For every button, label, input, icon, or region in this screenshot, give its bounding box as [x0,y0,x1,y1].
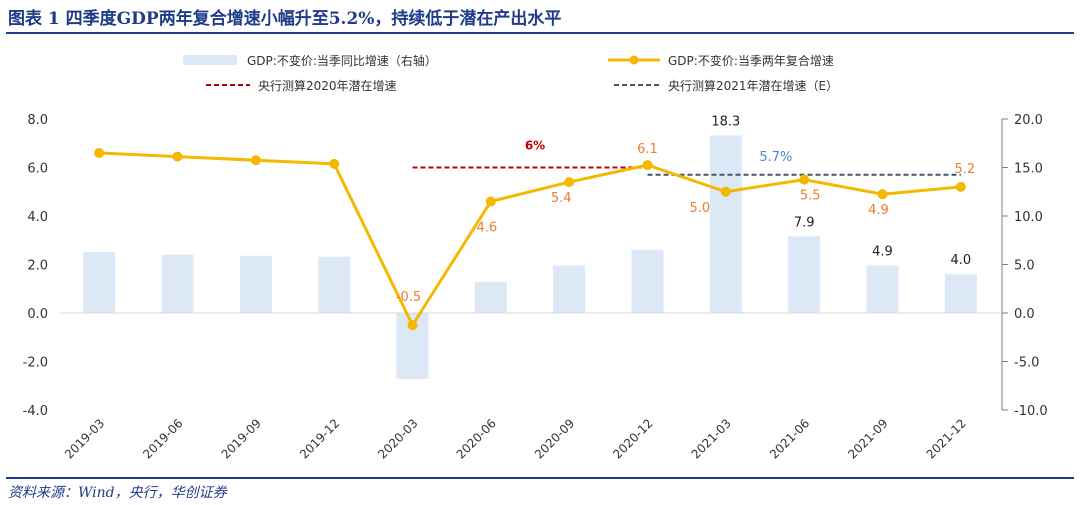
line-point [564,177,575,188]
left-axis-tick-label: 2.0 [27,259,48,274]
bar-data-label: 4.0 [950,253,971,268]
category-label: 2019-03 [62,416,107,461]
category-label: 2021-09 [845,416,890,461]
category-label: 2020-03 [375,416,420,461]
line-point [407,320,418,331]
right-axis-tick-label: 0.0 [1014,307,1035,322]
category-label: 2020-06 [454,416,499,461]
line-data-label: 5.2 [954,162,975,177]
right-axis-tick-label: -5.0 [1014,356,1039,371]
right-axis-tick-label: 15.0 [1014,162,1043,177]
category-label: 2021-12 [924,416,969,461]
line-data-label: 4.6 [476,220,497,235]
line-data-label: 5.5 [800,189,821,204]
legend-line-label: GDP:不变价:当季两年复合增速 [668,53,834,68]
title-bar: 图表 1 四季度GDP两年复合增速小幅升至5.2%，持续低于潜在产出水平 [0,0,1080,34]
left-axis-tick-label: 8.0 [27,113,48,128]
chart: GDP:不变价:当季同比增速（右轴） GDP:不变价:当季两年复合增速央行测算20… [23,53,1048,462]
category-label: 2021-06 [767,416,812,461]
top-rule [6,32,1074,34]
bar [161,254,194,313]
bar-data-label: 4.9 [872,244,893,259]
line-data-label: 5.4 [551,191,572,206]
category-label: 2021-03 [689,416,734,461]
line-data-label: 4.9 [868,203,889,218]
category-label: 2019-09 [219,416,264,461]
bar [553,265,586,313]
line-point [329,158,340,169]
legend-bar-label: GDP:不变价:当季同比增速（右轴） [247,53,437,68]
left-axis-tick-label: 0.0 [27,307,48,322]
category-label: 2020-12 [610,416,655,461]
right-axis-tick-label: 10.0 [1014,210,1043,225]
chart-title: 图表 1 四季度GDP两年复合增速小幅升至5.2%，持续低于潜在产出水平 [8,9,562,29]
legend-ref2021-label: 央行测算2021年潜在增速（E） [668,78,838,93]
left-axis-tick-label: 4.0 [27,210,48,225]
left-axis-tick-label: -4.0 [23,404,48,419]
line-point [172,151,183,162]
source-note: 资料来源：Wind，央行，华创证券 [8,485,227,501]
line-point [799,174,810,185]
line-point [485,196,496,207]
category-label: 2020-09 [532,416,577,461]
bar [318,256,351,313]
legend-ref2020-label: 央行测算2020年潜在增速 [258,78,397,93]
ref-label-2020: 6% [525,139,545,153]
line-data-label: 5.0 [689,201,710,216]
left-axis-tick-label: -2.0 [23,356,48,371]
bar [474,281,507,313]
bar [944,274,977,313]
line-point [877,189,888,200]
line-series [99,151,961,327]
bottom-rule [6,477,1074,479]
legend-line-marker [629,55,639,65]
line-point [955,181,966,192]
category-label: 2019-06 [140,416,185,461]
right-axis-tick-label: -10.0 [1014,404,1048,419]
bar [83,251,116,313]
left-axis-tick-label: 6.0 [27,162,48,177]
bar [709,135,742,313]
line-point [642,160,653,171]
legend-bar-swatch [183,55,237,65]
bar-data-label: 18.3 [711,114,740,129]
bar [788,236,821,313]
right-axis-tick-label: 5.0 [1014,259,1035,274]
line-data-label: -0.5 [396,290,421,305]
line-point [250,155,261,166]
right-axis-tick-label: 20.0 [1014,113,1043,128]
ref-label-2021: 5.7% [759,150,792,165]
line-data-label: 6.1 [637,142,658,157]
line-point [94,147,105,158]
category-label: 2019-12 [297,416,342,461]
line-point [720,186,731,197]
bar [631,249,664,313]
bar-data-label: 7.9 [794,215,815,230]
bar [239,255,272,313]
bar [866,265,899,313]
